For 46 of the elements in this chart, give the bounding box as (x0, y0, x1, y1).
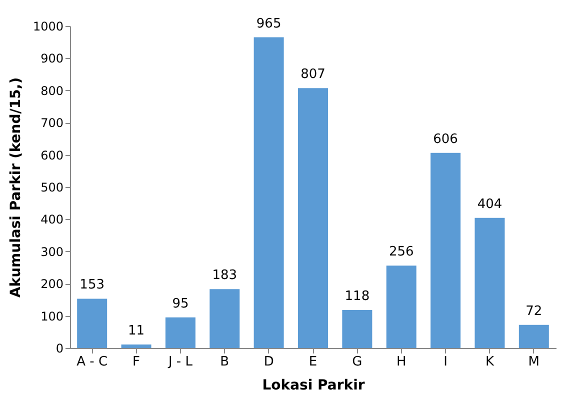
y-axis-title: Akumulasi Parkir (kend/15,) (8, 77, 24, 298)
bar (430, 152, 461, 348)
x-tick-label: G (352, 354, 362, 370)
bar (77, 298, 108, 348)
y-tick-label: 500 (40, 180, 64, 194)
y-tick-label: 200 (40, 277, 64, 292)
data-label: 965 (256, 16, 282, 32)
bar (298, 88, 328, 348)
x-tick-label: E (308, 354, 318, 370)
bar (474, 218, 505, 348)
data-label: 95 (172, 296, 189, 312)
bar (518, 324, 549, 348)
y-tick-label: 300 (40, 244, 64, 259)
x-tick-label: F (132, 354, 140, 370)
data-label: 183 (212, 268, 238, 284)
bar (121, 344, 152, 348)
x-tick-label: D (264, 354, 274, 370)
x-tick-label: A - C (76, 354, 108, 370)
x-tick-label: I (444, 354, 448, 370)
data-label: 256 (388, 244, 414, 260)
data-label: 404 (477, 196, 502, 212)
x-tick-label: M (528, 354, 540, 370)
y-tick-label: 400 (40, 212, 64, 227)
data-label: 118 (344, 289, 370, 304)
x-tick-label: H (396, 354, 406, 370)
y-tick-label: 900 (40, 52, 64, 66)
y-tick-label: 700 (40, 116, 64, 130)
bar (254, 37, 284, 348)
data-label: 153 (80, 278, 105, 293)
bar (342, 310, 372, 348)
data-label: 807 (300, 67, 326, 82)
x-tick-label: K (485, 354, 494, 370)
bar (165, 317, 196, 348)
bar (210, 289, 240, 348)
y-tick-label: 600 (40, 148, 64, 162)
y-tick-label: 1000 (32, 20, 64, 34)
data-label: 606 (433, 132, 458, 147)
x-tick-label: B (220, 354, 230, 370)
y-tick-label: 100 (40, 309, 64, 324)
x-axis-title: Lokasi Parkir (262, 378, 365, 394)
x-tick-label: J - L (167, 354, 194, 370)
y-tick-label: 800 (40, 84, 64, 98)
data-label: 72 (526, 304, 542, 319)
y-tick-label: 0 (56, 342, 64, 356)
data-label: 11 (128, 323, 145, 338)
bar (386, 266, 416, 348)
